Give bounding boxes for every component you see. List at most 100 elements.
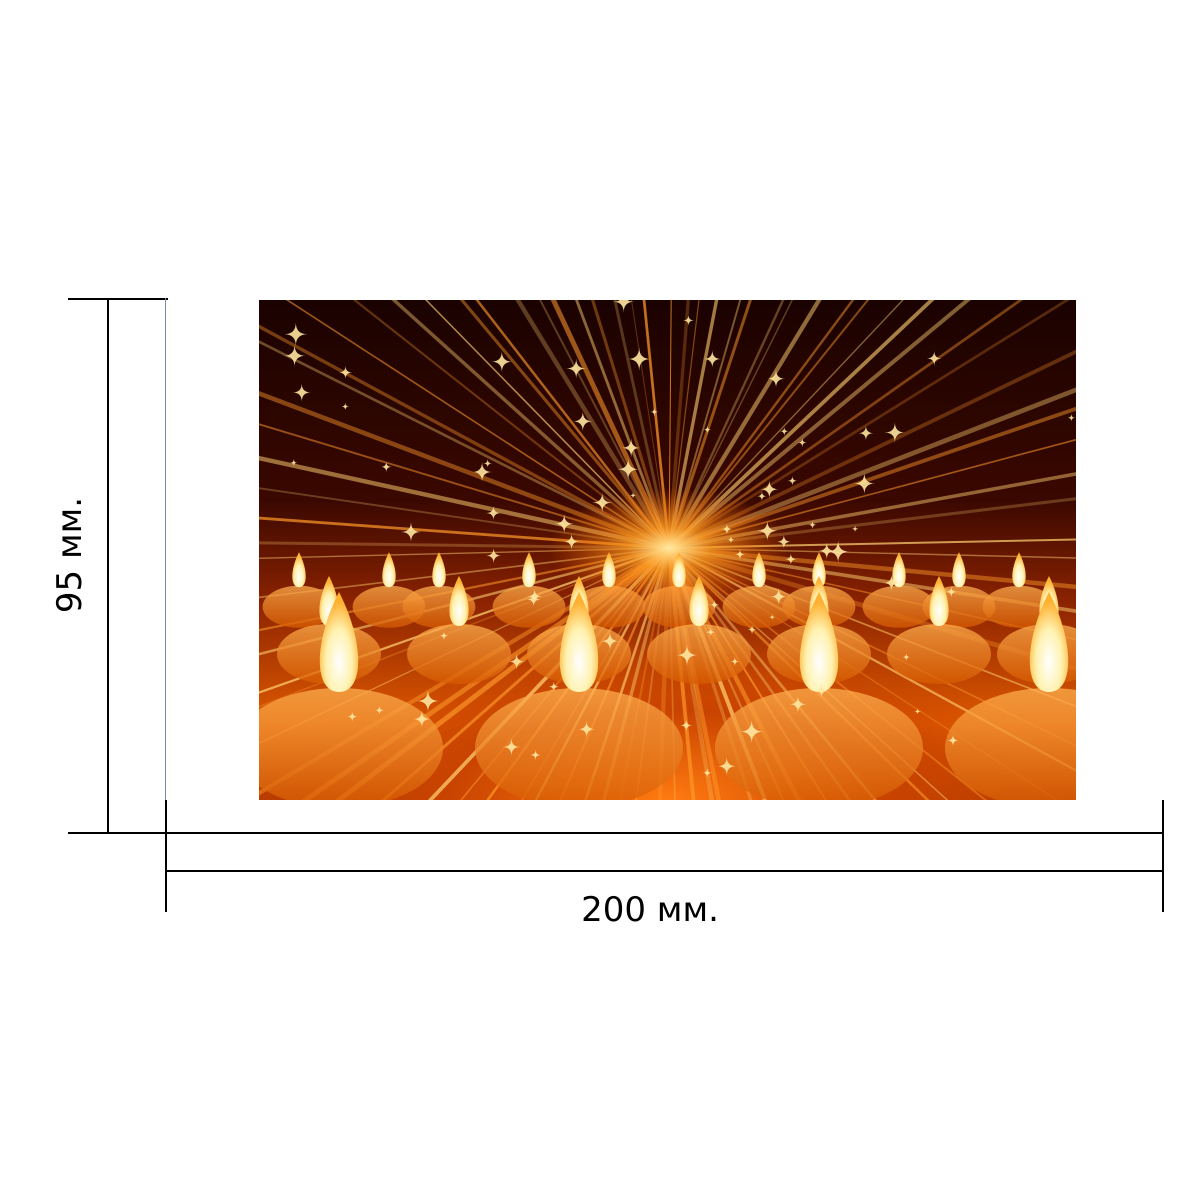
sparkle-star	[902, 653, 911, 662]
sparkle-star	[851, 525, 859, 533]
light-ray	[668, 300, 904, 549]
candle-flame	[799, 592, 839, 692]
sparkle-star	[612, 300, 635, 313]
product-photo	[259, 300, 1076, 800]
light-ray	[591, 300, 671, 549]
sparkle-star	[485, 547, 502, 564]
sparkle-star	[502, 738, 521, 756]
light-ray	[668, 387, 1076, 551]
candle-flame	[929, 576, 949, 626]
candle-flame	[1012, 552, 1026, 588]
sparkle-star	[858, 425, 874, 441]
sparkle-star	[627, 347, 652, 371]
light-ray	[667, 300, 785, 549]
width-dimension-edge	[165, 832, 1164, 834]
light-ray	[613, 300, 671, 549]
light-ray	[459, 300, 671, 549]
sparkle-star	[797, 437, 807, 448]
candle-flame	[432, 552, 446, 588]
sparkle-star	[787, 476, 798, 486]
light-ray	[550, 300, 672, 550]
sparkle-star	[947, 734, 959, 747]
sparkle-star	[563, 533, 580, 551]
width-dimension-left-tick	[165, 800, 167, 912]
sparkle-star	[578, 720, 596, 738]
sparkle-star	[945, 586, 957, 598]
light-ray	[642, 300, 671, 549]
light-ray	[539, 300, 670, 549]
sparkle-star	[483, 458, 493, 468]
light-ray	[668, 406, 1076, 550]
sparkle-star	[592, 492, 613, 513]
sparkle-star	[338, 365, 353, 380]
sparkle-star	[784, 553, 797, 566]
light-ray	[425, 300, 670, 549]
sparkle-star	[380, 461, 392, 473]
candle-flame	[812, 552, 826, 588]
sparkle-star	[914, 708, 921, 715]
sparkle-star	[347, 711, 358, 722]
sparkle-star	[703, 425, 712, 434]
sparkle-star	[789, 695, 807, 714]
width-dimension-line	[165, 870, 1164, 872]
sparkle-star	[554, 513, 575, 534]
sparkle-star	[709, 599, 720, 610]
light-ray	[352, 300, 670, 549]
candle-cup	[862, 585, 936, 628]
candle-flame	[689, 576, 709, 626]
candle-cup	[492, 585, 566, 628]
height-dimension-line	[107, 298, 109, 834]
sparkle-star	[400, 521, 422, 543]
sparkle-star	[703, 349, 722, 368]
light-ray	[667, 300, 690, 549]
candle-flame	[522, 552, 536, 588]
sparkle-star	[808, 520, 817, 530]
sparkle-star	[814, 684, 829, 698]
sparkle-star	[508, 653, 525, 670]
candle-cup	[715, 688, 923, 800]
sparkle-star	[374, 705, 385, 715]
light-ray	[667, 300, 752, 549]
sparkle-star	[730, 657, 740, 667]
candle-flame	[382, 552, 396, 588]
sparkle-star	[769, 614, 776, 621]
light-ray	[668, 300, 742, 549]
sparkle-star	[818, 542, 836, 560]
sparkle-star	[284, 322, 308, 346]
light-ray	[391, 300, 671, 550]
candle-flame	[952, 552, 966, 588]
light-ray	[259, 324, 670, 550]
light-ray	[668, 300, 855, 549]
sparkle-star	[283, 344, 306, 367]
height-dimension-bottom-tick	[68, 832, 168, 834]
candle-flame	[449, 576, 469, 626]
light-ray	[285, 300, 670, 549]
sparkle-star	[826, 540, 850, 564]
sparkle-star	[600, 631, 620, 651]
height-dimension-edge	[165, 298, 166, 834]
light-ray	[475, 300, 670, 549]
sparkle-star	[779, 426, 789, 436]
candle-flame	[1029, 592, 1069, 692]
sparkle-star	[679, 719, 693, 732]
sparkle-star	[486, 505, 501, 521]
light-ray	[635, 547, 671, 800]
sparkle-star	[757, 491, 767, 502]
height-label: 95 мм.	[50, 496, 90, 614]
candle-cup	[407, 624, 511, 684]
height-dimension-top-tick	[68, 298, 168, 300]
sparkle-star	[883, 574, 900, 592]
sparkle-star	[766, 369, 786, 389]
width-dimension-right-tick	[1162, 800, 1164, 912]
sparkle-star	[530, 749, 541, 761]
sparkle-star	[548, 681, 560, 692]
light-ray	[668, 300, 700, 549]
light-ray	[668, 300, 794, 549]
width-label: 200 мм.	[581, 890, 719, 930]
candle-cup	[262, 585, 336, 628]
candle-flame	[292, 552, 306, 588]
light-ray	[667, 300, 935, 550]
candle-flame	[602, 552, 616, 588]
sparkle-star	[706, 627, 716, 637]
sparkle-star	[682, 314, 695, 327]
